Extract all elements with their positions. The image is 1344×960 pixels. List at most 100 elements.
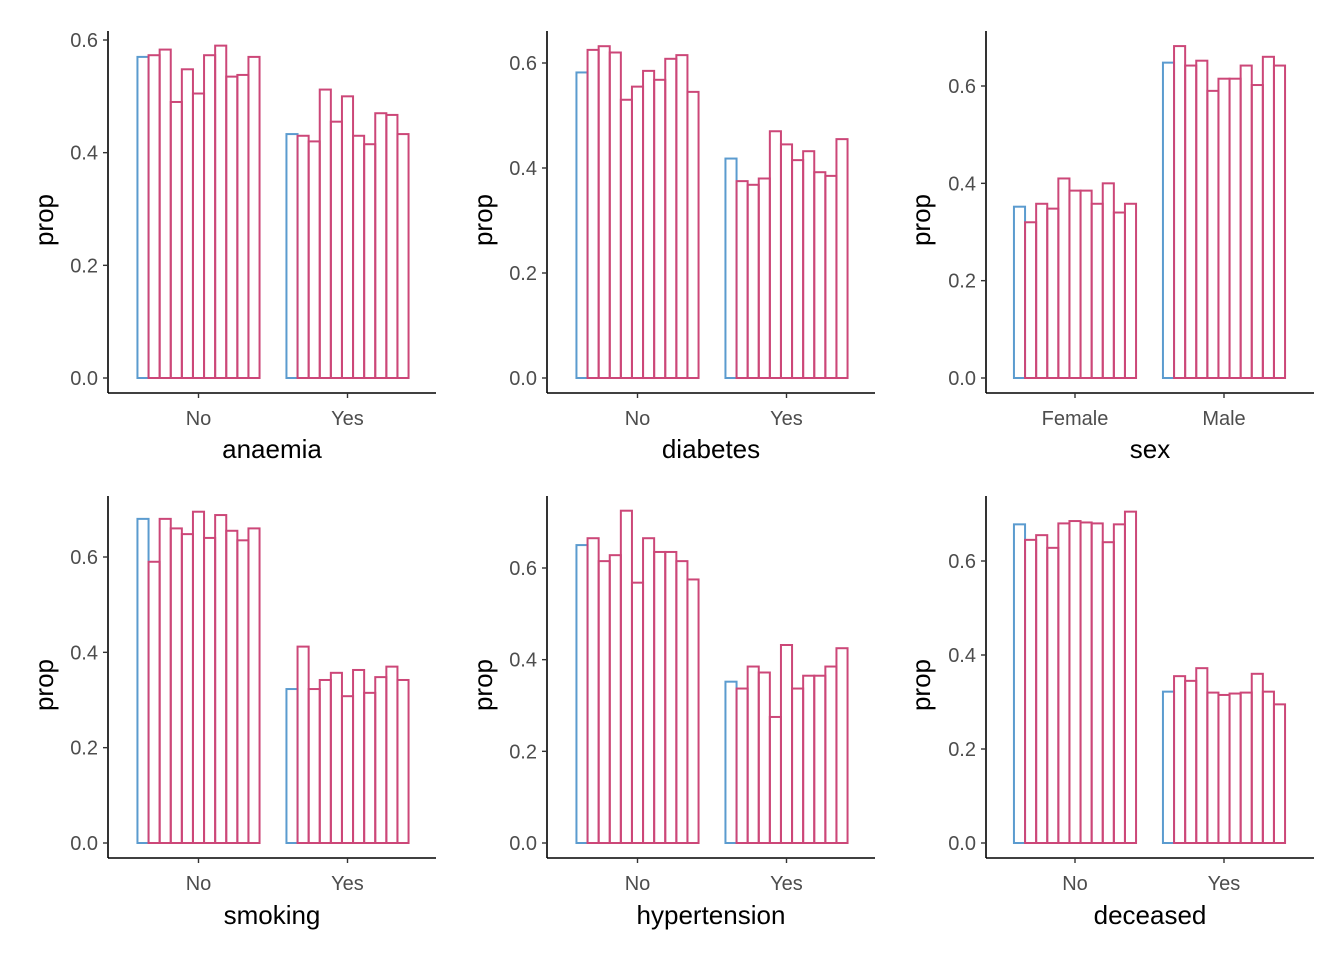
bar-yes-10 (824, 665, 838, 844)
bar-yes-4 (757, 671, 771, 844)
bar-no-8 (653, 550, 667, 845)
bar-no-7 (1079, 521, 1093, 845)
bar-yes-8 (363, 143, 377, 379)
y-axis-title: prop (29, 659, 59, 711)
bar-yes-9 (813, 674, 827, 845)
bar-no-9 (225, 75, 239, 380)
bar-no-11 (247, 527, 261, 845)
bar-no-8 (214, 514, 228, 844)
bar-yes-5 (1206, 691, 1220, 844)
x-tick-label-no: No (186, 408, 212, 430)
bar-yes-2 (296, 645, 310, 844)
y-tick-label: 0.4 (509, 650, 537, 672)
bar-yes-2 (735, 180, 749, 380)
bar-no-8 (653, 78, 667, 380)
bar-yes-1 (724, 157, 738, 379)
y-axis-title: prop (468, 659, 498, 711)
bar-yes-9 (374, 112, 388, 379)
x-axis-title: anaemia (222, 434, 322, 464)
bar-no-5 (619, 509, 633, 844)
bar-female-5 (1057, 177, 1071, 379)
y-tick-label: 0.4 (948, 645, 976, 667)
y-tick-label: 0.2 (509, 741, 537, 763)
bar-no-5 (1057, 522, 1071, 845)
y-tick-label: 0.4 (509, 158, 537, 180)
bar-no-4 (169, 100, 183, 379)
panel-sex: 0.0 0.2 0.4 0.6 Female Male sex prop (906, 31, 1314, 464)
bar-no-4 (608, 51, 622, 379)
x-tick-label-male: Male (1202, 408, 1245, 430)
bar-yes-6 (1217, 693, 1231, 845)
bar-yes-1 (724, 680, 738, 844)
bar-yes-11 (396, 133, 410, 379)
bar-male-5 (1206, 89, 1220, 380)
x-tick-label-yes: Yes (331, 408, 364, 430)
bar-no-4 (1046, 546, 1060, 845)
bar-no-10 (236, 539, 250, 844)
y-tick-label: 0.2 (948, 739, 976, 761)
y-tick-label: 0.2 (509, 263, 537, 285)
bar-yes-6 (779, 644, 794, 844)
panel-anaemia: 0.0 0.2 0.4 0.6 No Yes anaemia prop (29, 30, 436, 464)
bar-no-2 (586, 537, 600, 845)
bar-male-4 (1195, 59, 1209, 379)
bar-yes-1 (1161, 690, 1176, 844)
bar-no-9 (664, 550, 678, 845)
x-tick-label-no: No (186, 873, 212, 895)
bar-no-7 (203, 536, 217, 844)
y-tick-label: 0.6 (509, 53, 537, 75)
bar-yes-5 (329, 671, 343, 845)
x-tick-label-female: Female (1042, 408, 1109, 430)
bar-no-6 (630, 85, 645, 380)
y-tick-label: 0.4 (948, 173, 976, 195)
bar-female-10 (1112, 211, 1126, 379)
bar-no-9 (1101, 541, 1115, 844)
bar-yes-7 (352, 134, 366, 379)
y-tick-label: 0.0 (70, 833, 98, 855)
y-tick-label: 0.2 (948, 271, 976, 293)
bar-female-11 (1123, 202, 1138, 379)
bar-yes-10 (1261, 690, 1275, 844)
x-tick-label-yes: Yes (1208, 873, 1241, 895)
y-tick-label: 0.0 (509, 368, 537, 390)
bar-no-7 (642, 69, 656, 380)
bar-female-1 (1012, 205, 1027, 379)
bar-no-11 (686, 90, 700, 380)
bar-yes-3 (307, 688, 321, 844)
y-tick-label: 0.0 (70, 368, 98, 390)
bar-yes-8 (802, 674, 816, 845)
bar-male-8 (1239, 64, 1253, 379)
bar-no-3 (1035, 534, 1049, 845)
y-tick-label: 0.0 (509, 833, 537, 855)
bar-yes-6 (779, 143, 794, 380)
bar-no-1 (136, 55, 150, 380)
bar-yes-9 (1250, 672, 1264, 844)
bar-male-7 (1228, 77, 1242, 379)
bar-female-8 (1090, 202, 1104, 379)
bar-no-10 (236, 73, 250, 380)
y-axis-title: prop (29, 194, 59, 246)
bar-no-2 (147, 560, 161, 845)
x-axis-title: sex (1130, 434, 1170, 464)
x-axis-title: deceased (1094, 900, 1207, 930)
bar-no-8 (214, 44, 228, 379)
x-tick-label-yes: Yes (331, 873, 364, 895)
bar-no-11 (1123, 510, 1138, 844)
bar-yes-6 (340, 695, 355, 844)
bar-yes-1 (285, 688, 299, 844)
bar-no-9 (664, 57, 678, 380)
y-axis-title: prop (906, 659, 936, 711)
y-axis-title: prop (906, 194, 936, 246)
bar-yes-11 (835, 138, 849, 380)
bar-no-11 (686, 578, 700, 845)
y-tick-label: 0.6 (70, 547, 98, 569)
bar-yes-4 (318, 88, 332, 379)
y-tick-label: 0.4 (70, 642, 98, 664)
bar-yes-3 (746, 183, 760, 379)
bar-yes-5 (329, 120, 343, 380)
bar-yes-3 (1184, 679, 1198, 844)
y-tick-label: 0.6 (509, 558, 537, 580)
bar-no-11 (247, 55, 261, 380)
x-axis-title: diabetes (662, 434, 760, 464)
